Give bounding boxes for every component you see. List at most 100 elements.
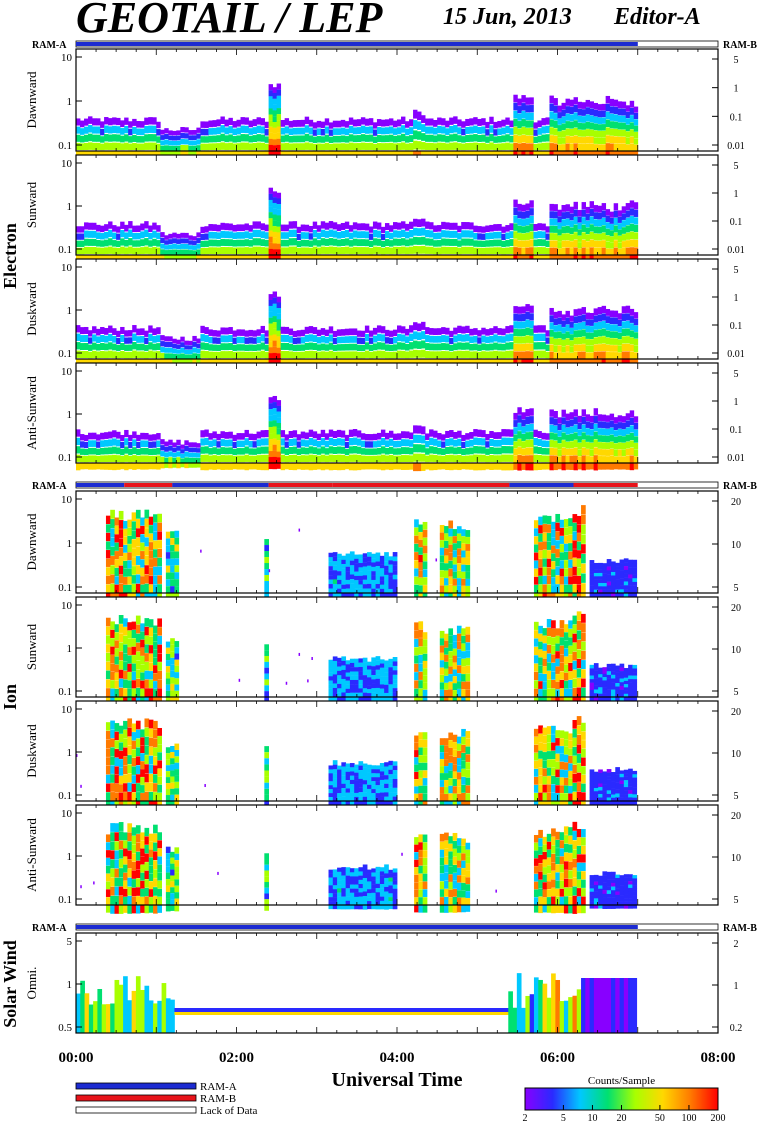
right-tick-label: 0.01 — [727, 141, 745, 152]
y-tick-label: 1 — [67, 538, 73, 550]
panel-label: Anti-Sunward — [24, 818, 39, 892]
panel-label: Dawnward — [24, 71, 39, 129]
ram-bar-segment — [76, 925, 638, 929]
y-tick-label: 1 — [67, 851, 73, 863]
ram-label-left: RAM-A — [32, 40, 67, 51]
right-tick-label: 0.01 — [727, 245, 745, 256]
y-tick-label: 10 — [61, 366, 73, 378]
chart-date: 15 Jun, 2013 — [443, 4, 572, 30]
x-tick-label: 02:00 — [219, 1050, 254, 1066]
panel-sunward: Sunward 10 1 0.1 5 1 0.1 0.01 — [24, 154, 745, 263]
group-label: Electron — [0, 223, 20, 289]
right-tick-label: 20 — [731, 603, 741, 614]
panel-anti-sunward: Anti-Sunward 10 1 0.1 20 10 5 — [24, 804, 741, 914]
x-tick-label: 00:00 — [59, 1050, 94, 1066]
y-tick-label: 5 — [67, 936, 73, 948]
y-tick-label: 0.1 — [58, 686, 72, 698]
legend-label: RAM-B — [200, 1093, 236, 1105]
panel-duskward: Duskward 10 1 0.1 5 1 0.1 0.01 — [24, 258, 745, 368]
y-tick-label: 10 — [61, 52, 73, 64]
panel-duskward: Duskward 10 1 0.1 20 10 5 — [24, 700, 741, 811]
right-tick-label: 5 — [734, 583, 739, 594]
x-tick-label: 06:00 — [540, 1050, 575, 1066]
right-tick-label: 10 — [731, 540, 741, 551]
y-tick-label: 0.1 — [58, 140, 72, 152]
legend-swatch — [75, 1106, 197, 1114]
colorbar: Counts/Sample 2 5 10 20 50 100 200 — [523, 1075, 726, 1124]
panel-label: Duskward — [24, 724, 39, 778]
right-tick-label: 1 — [734, 189, 739, 200]
y-tick-label: 0.1 — [58, 790, 72, 802]
chart-title: GEOTAIL / LEP — [76, 0, 383, 42]
right-tick-label: 1 — [734, 397, 739, 408]
right-tick-label: 2 — [734, 939, 739, 950]
ram-bar-segment — [268, 483, 333, 487]
chart-editor: Editor-A — [614, 4, 701, 30]
y-tick-label: 1 — [67, 201, 73, 213]
ram-label-left: RAM-A — [32, 481, 67, 492]
right-tick-label: 20 — [731, 497, 741, 508]
y-tick-label: 0.1 — [58, 348, 72, 360]
right-tick-label: 5 — [734, 265, 739, 276]
legend-swatch — [75, 1094, 197, 1102]
y-tick-label: 10 — [61, 494, 73, 506]
panel-dawnward: Dawnward 10 1 0.1 5 1 0.1 0.01 — [24, 48, 745, 160]
panel-omni-: Omni. 5 1 0.5 2 1 0.2 — [24, 932, 743, 1034]
ram-label-right: RAM-B — [723, 481, 757, 492]
right-tick-label: 1 — [734, 293, 739, 304]
y-tick-label: 10 — [61, 600, 73, 612]
y-tick-label: 0.1 — [58, 894, 72, 906]
panel-label: Anti-Sunward — [24, 376, 39, 450]
y-tick-label: 1 — [67, 96, 73, 108]
y-tick-label: 0.1 — [58, 452, 72, 464]
group-label: Solar Wind — [0, 940, 20, 1028]
y-tick-label: 0.1 — [58, 244, 72, 256]
y-tick-label: 10 — [61, 158, 73, 170]
legend-label: Lack of Data — [200, 1105, 258, 1117]
group-electron: RAM-A RAM-B Electron Dawnward 10 1 0.1 5 1 0.1 0.0… — [0, 40, 757, 472]
x-tick-label: 04:00 — [380, 1050, 415, 1066]
colorbar-title: Counts/Sample — [588, 1075, 655, 1087]
colorbar-tick-label: 10 — [587, 1113, 597, 1124]
right-tick-label: 10 — [731, 749, 741, 760]
ram-label-right: RAM-B — [723, 40, 757, 51]
ram-label-right: RAM-B — [723, 923, 757, 934]
right-tick-label: 1 — [734, 981, 739, 992]
right-tick-label: 0.2 — [730, 1023, 743, 1034]
right-tick-label: 0.1 — [730, 217, 743, 228]
right-tick-label: 1 — [734, 84, 739, 95]
y-tick-label: 10 — [61, 808, 73, 820]
right-tick-label: 0.01 — [727, 349, 745, 360]
colorbar-tick-label: 20 — [617, 1113, 627, 1124]
right-tick-label: 20 — [731, 811, 741, 822]
ram-bar-segment — [124, 483, 173, 487]
colorbar-tick-label: 50 — [655, 1113, 665, 1124]
y-tick-label: 10 — [61, 262, 73, 274]
colorbar-tick-label: 2 — [523, 1113, 528, 1124]
x-tick-label: 08:00 — [701, 1050, 736, 1066]
ram-bar-segment — [76, 483, 125, 487]
x-axis-title: Universal Time — [332, 1069, 463, 1091]
ram-bar-segment — [172, 483, 269, 487]
group-label: Ion — [0, 684, 20, 710]
ram-bar-segment — [509, 483, 574, 487]
ram-label-left: RAM-A — [32, 923, 67, 934]
group-ion: RAM-A RAM-B Ion Dawnward 10 1 0.1 20 10 5 Sunward 1… — [0, 481, 757, 914]
right-tick-label: 5 — [734, 161, 739, 172]
right-tick-label: 20 — [731, 707, 741, 718]
panel-anti-sunward: Anti-Sunward 10 1 0.1 5 1 0.1 0.01 — [24, 362, 745, 472]
legend-swatch — [75, 1082, 197, 1090]
y-tick-label: 1 — [67, 643, 73, 655]
right-tick-label: 0.1 — [730, 321, 743, 332]
right-tick-label: 0.1 — [730, 112, 743, 123]
right-tick-label: 10 — [731, 853, 741, 864]
right-tick-label: 5 — [734, 687, 739, 698]
ram-bar-segment — [76, 42, 638, 46]
ram-bar-segment — [332, 483, 510, 487]
y-tick-label: 0.5 — [58, 1022, 72, 1034]
colorbar-tick-label: 5 — [561, 1113, 566, 1124]
right-tick-label: 5 — [734, 369, 739, 380]
panel-label: Dawnward — [24, 513, 39, 571]
y-tick-label: 10 — [61, 704, 73, 716]
